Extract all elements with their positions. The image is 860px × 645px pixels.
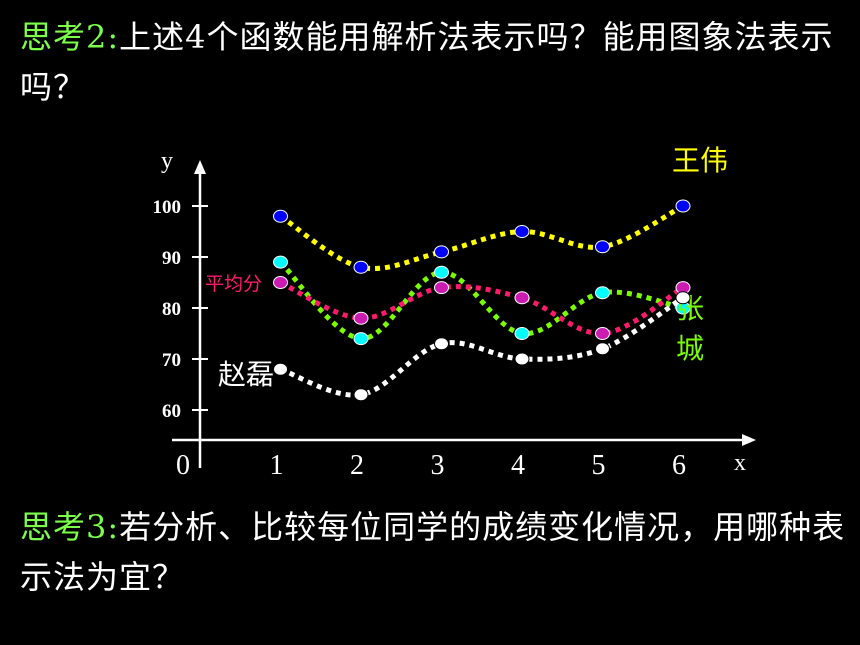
x-tick-label: 4 <box>511 450 525 481</box>
data-point <box>353 388 369 402</box>
series-line <box>279 280 685 337</box>
data-point <box>434 245 449 259</box>
legend-label: 赵磊 <box>218 358 274 391</box>
data-point <box>595 286 610 300</box>
legend-label: 王伟 <box>672 144 728 177</box>
x-axis-label: x <box>734 450 746 476</box>
data-point <box>514 225 530 238</box>
x-tick-label: 2 <box>350 450 364 481</box>
x-tick-label: 6 <box>672 450 686 481</box>
legend-label: 平均分 <box>205 273 262 295</box>
y-tick-label: 60 <box>162 401 181 422</box>
data-point <box>273 276 288 289</box>
data-point <box>273 255 288 269</box>
data-point <box>273 209 288 223</box>
y-tick-label: 80 <box>162 299 181 320</box>
data-point <box>595 240 610 254</box>
question-3-text: 若分析、比较每位同学的成绩变化情况，用哪种表示法为宜？ <box>20 508 846 596</box>
question-3: 思考3:若分析、比较每位同学的成绩变化情况，用哪种表示法为宜？ <box>20 502 850 602</box>
data-point <box>273 362 288 376</box>
data-point <box>595 342 610 356</box>
data-point <box>353 311 369 325</box>
y-tick-label: 100 <box>153 197 182 218</box>
question-3-lead: 思考3: <box>20 508 120 546</box>
x-tick-label: 1 <box>270 450 284 481</box>
data-point <box>675 291 691 305</box>
data-point <box>353 260 369 274</box>
x-tick-label: 5 <box>592 450 606 481</box>
data-point <box>434 265 449 279</box>
question-2-text: 上述4个函数能用解析法表示吗？能用图象法表示吗？ <box>20 18 834 106</box>
question-2-lead: 思考2: <box>20 18 120 56</box>
question-2: 思考2:上述4个函数能用解析法表示吗？能用图象法表示吗？ <box>20 12 850 112</box>
y-tick-label: 70 <box>162 350 181 371</box>
y-axis-label: y <box>161 148 173 174</box>
x-tick-label: 3 <box>431 450 445 481</box>
y-tick-label: 90 <box>162 248 181 269</box>
series-line <box>279 203 685 271</box>
data-point <box>675 199 691 213</box>
data-point <box>514 352 530 366</box>
data-point <box>434 337 449 351</box>
legend-label: 城 <box>676 332 704 365</box>
data-point <box>434 281 449 295</box>
series-line <box>278 260 684 342</box>
data-point <box>353 332 369 346</box>
data-point <box>595 327 610 340</box>
y-axis-arrow <box>194 160 206 174</box>
series-line <box>279 295 685 398</box>
x-axis-arrow <box>742 434 756 446</box>
data-point <box>514 291 530 305</box>
data-point <box>514 327 530 340</box>
x-tick-label: 0 <box>176 450 190 481</box>
